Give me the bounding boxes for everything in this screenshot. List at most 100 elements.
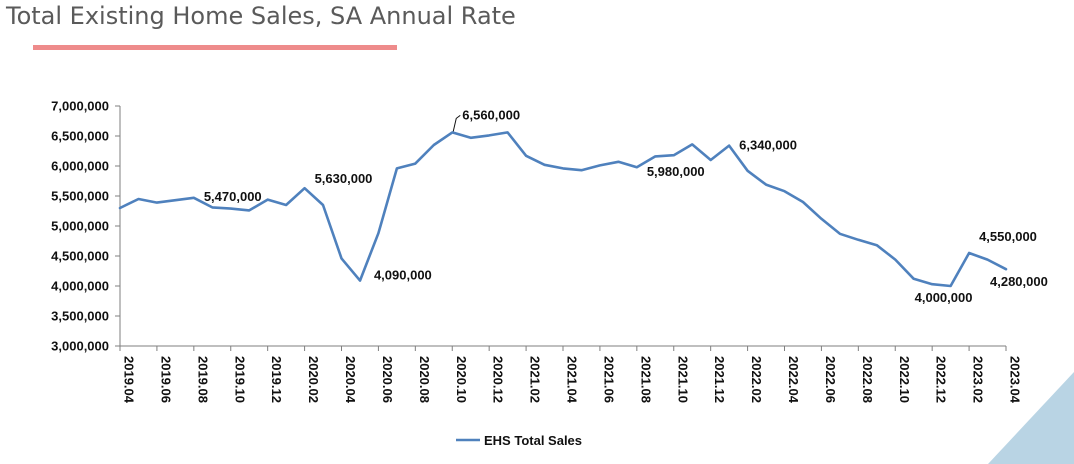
series-group [118, 131, 1008, 288]
data-point [728, 144, 731, 147]
data-point [839, 233, 842, 236]
x-tick-labels: 2019.04 2019.06 2019.08 2019.10 2019.12 2020.… [122, 356, 1023, 404]
data-point [248, 209, 251, 212]
x-tick-label: 2021.04 [565, 356, 580, 404]
data-point [414, 162, 417, 165]
y-tick-label: 4,000,000 [51, 279, 109, 294]
data-label: 4,550,000 [979, 229, 1037, 244]
data-point [322, 204, 325, 207]
x-tick-label: 2019.04 [122, 356, 137, 404]
x-tick-label: 2019.06 [158, 356, 173, 403]
data-point [137, 198, 140, 201]
x-tick-label: 2021.06 [601, 356, 616, 403]
data-point [986, 258, 989, 261]
y-tick-label: 5,000,000 [51, 219, 109, 234]
data-label: 4,000,000 [915, 290, 973, 305]
data-point [968, 252, 971, 255]
data-point [543, 164, 546, 167]
x-tick-label: 2021.10 [675, 356, 690, 403]
x-tick-label: 2020.10 [454, 356, 469, 403]
data-point [894, 258, 897, 261]
x-tick-label: 2021.12 [712, 356, 727, 403]
y-tick-label: 4,500,000 [51, 249, 109, 264]
x-tick-label: 2022.10 [897, 356, 912, 403]
x-tick-label: 2023.04 [1008, 356, 1023, 404]
y-tick-label: 3,500,000 [51, 309, 109, 324]
data-point [949, 285, 952, 288]
y-tick-labels: 7,000,000 6,500,000 6,000,000 5,500,000 5,00… [51, 99, 109, 354]
data-point [266, 198, 269, 201]
data-point [876, 244, 879, 247]
x-tick-label: 2020.06 [380, 356, 395, 403]
data-point [746, 170, 749, 173]
data-point [469, 137, 472, 140]
data-point [396, 167, 399, 170]
series-line [118, 131, 1008, 288]
x-tick-label: 2019.12 [269, 356, 284, 403]
data-point [617, 161, 620, 164]
title-underline [33, 45, 397, 50]
data-point [691, 143, 694, 146]
data-label: 6,560,000 [462, 107, 520, 122]
data-point [802, 201, 805, 204]
x-tick-label: 2021.02 [528, 356, 543, 403]
data-point [912, 278, 915, 281]
data-point [488, 134, 491, 137]
data-point [654, 155, 657, 158]
data-point [709, 159, 712, 162]
data-point [230, 207, 233, 210]
data-point [599, 164, 602, 167]
data-point [580, 169, 583, 172]
page-title: Total Existing Home Sales, SA Annual Rat… [6, 2, 516, 30]
data-point [211, 206, 214, 209]
x-tick-label: 2023.02 [971, 356, 986, 403]
x-tick-label: 2020.12 [491, 356, 506, 403]
data-point [525, 155, 528, 158]
x-tick-label: 2020.02 [306, 356, 321, 403]
data-label-leader [452, 115, 461, 132]
x-tick-label: 2022.04 [786, 356, 801, 404]
data-label: 5,980,000 [647, 164, 705, 179]
x-tick-label: 2022.08 [860, 356, 875, 403]
data-label: 5,630,000 [315, 171, 373, 186]
data-labels: 5,470,000 5,630,000 4,090,000 6,560,000 5,98… [204, 107, 1048, 305]
data-point [156, 201, 159, 204]
data-label: 5,470,000 [204, 189, 262, 204]
data-point [303, 187, 306, 190]
x-tick-label: 2021.08 [638, 356, 653, 403]
data-point [562, 167, 565, 170]
x-tick-label: 2022.12 [934, 356, 949, 403]
y-tick-label: 3,000,000 [51, 339, 109, 354]
data-point [636, 166, 639, 169]
x-tick-label: 2022.02 [749, 356, 764, 403]
data-point [119, 207, 122, 210]
data-point [359, 279, 362, 282]
x-tick-label: 2020.08 [417, 356, 432, 403]
x-tick-label: 2019.10 [232, 356, 247, 403]
data-point [857, 239, 860, 242]
y-tick-label: 6,000,000 [51, 159, 109, 174]
data-label: 4,090,000 [374, 268, 432, 283]
chart-axes [115, 105, 1007, 351]
data-point [174, 199, 177, 202]
data-point [765, 183, 768, 186]
data-point [285, 204, 288, 207]
data-point [1005, 268, 1008, 271]
data-label: 4,280,000 [990, 274, 1048, 289]
data-point [340, 257, 343, 260]
legend: EHS Total Sales [456, 433, 582, 448]
legend-label: EHS Total Sales [484, 433, 582, 448]
data-point [506, 131, 509, 134]
data-point [673, 154, 676, 157]
x-tick-label: 2019.08 [195, 356, 210, 403]
data-point [377, 232, 380, 235]
data-point [193, 197, 196, 200]
x-tick-label: 2020.04 [343, 356, 358, 404]
y-tick-label: 7,000,000 [51, 99, 109, 114]
data-label: 6,340,000 [739, 138, 797, 153]
y-tick-label: 6,500,000 [51, 129, 109, 144]
data-point [451, 131, 454, 134]
x-tick-label: 2022.06 [823, 356, 838, 403]
data-point [931, 283, 934, 286]
